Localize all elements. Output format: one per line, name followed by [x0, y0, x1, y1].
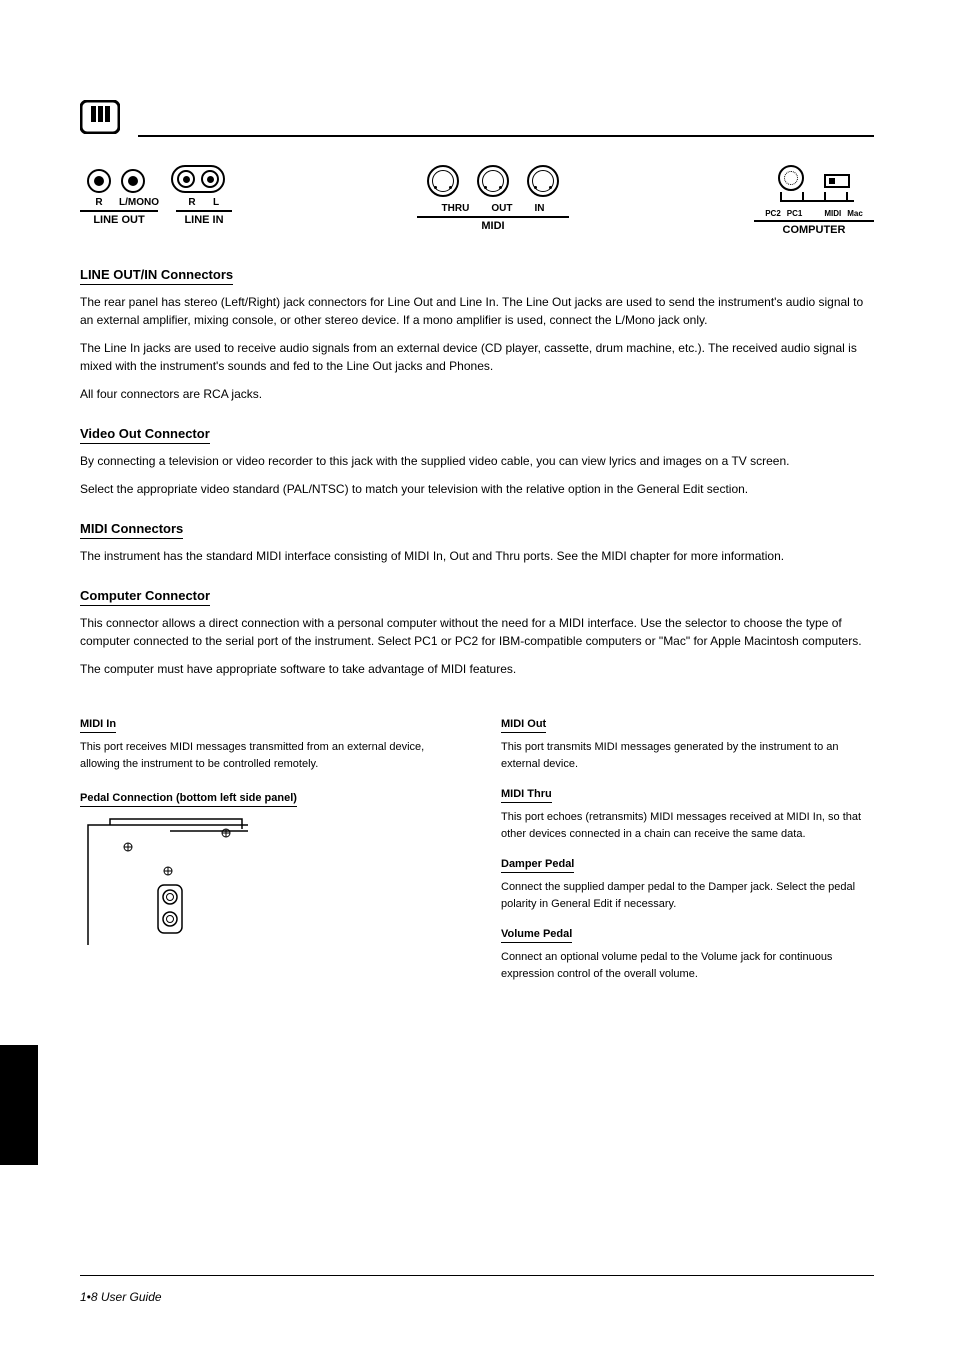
midi-jacks-diagram: THRU OUT IN MIDI: [417, 165, 569, 236]
line-out-label: LINE OUT: [80, 210, 158, 226]
body-text: This port receives MIDI messages transmi…: [80, 739, 453, 772]
body-text: All four connectors are RCA jacks.: [80, 385, 874, 403]
section-heading: LINE OUT/IN Connectors: [80, 267, 233, 285]
section-heading: Computer Connector: [80, 588, 210, 606]
section-computer: Computer Connector This connector allows…: [80, 587, 874, 678]
jack-icon: [87, 169, 111, 193]
body-text: This port echoes (retransmits) MIDI mess…: [501, 809, 874, 842]
computer-group-label: COMPUTER: [754, 220, 874, 236]
page: R L/MONO R L LINE OUT LINE IN THRU OUT I…: [0, 0, 954, 1348]
section-heading: Video Out Connector: [80, 426, 210, 444]
body-text: The instrument has the standard MIDI int…: [80, 547, 874, 565]
body-text: The computer must have appropriate softw…: [80, 660, 874, 678]
body-text: Select the appropriate video standard (P…: [80, 480, 874, 498]
piano-icon: [80, 100, 120, 139]
body-text: By connecting a television or video reco…: [80, 452, 874, 470]
audio-jacks-diagram: R L/MONO R L LINE OUT LINE IN: [80, 165, 232, 236]
jack-labels: R L/MONO R L: [89, 197, 223, 208]
right-column: MIDI Out This port transmits MIDI messag…: [501, 702, 874, 982]
body-text: The Line In jacks are used to receive au…: [80, 339, 874, 375]
midi-group-label: MIDI: [417, 216, 569, 232]
mini-heading: MIDI Thru: [501, 788, 552, 803]
din-icon: [477, 165, 509, 197]
din-icon: [527, 165, 559, 197]
footer-rule: [80, 1275, 874, 1276]
page-footer: 1•8 User Guide: [80, 1290, 874, 1304]
jack-pair-icon: [171, 165, 225, 193]
switch-bracket: [762, 191, 866, 209]
jack-icon: [121, 169, 145, 193]
mini-heading: Volume Pedal: [501, 928, 572, 943]
midi-labels: THRU OUT IN: [442, 203, 545, 214]
mini-heading: MIDI Out: [501, 718, 546, 733]
mini-din-icon: [778, 165, 804, 191]
body-text: This port transmits MIDI messages genera…: [501, 739, 874, 772]
body-text: This connector allows a direct connectio…: [80, 614, 874, 650]
selector-switch-icon: [824, 174, 850, 188]
switch-labels: PC2 PC1 MIDI Mac: [765, 209, 863, 218]
line-in-label: LINE IN: [176, 210, 232, 226]
section-heading: MIDI Connectors: [80, 521, 183, 539]
body-text: Connect the supplied damper pedal to the…: [501, 879, 874, 912]
header-rule: [138, 135, 874, 137]
sub-columns: MIDI In This port receives MIDI messages…: [80, 702, 874, 982]
body-text: Connect an optional volume pedal to the …: [501, 949, 874, 982]
pedal-panel-diagram: [80, 817, 453, 952]
footer-left: 1•8 User Guide: [80, 1290, 162, 1304]
margin-tab: [0, 1045, 38, 1165]
section-line: LINE OUT/IN Connectors The rear panel ha…: [80, 266, 874, 403]
mini-heading: MIDI In: [80, 718, 116, 733]
section-midi: MIDI Connectors The instrument has the s…: [80, 520, 874, 565]
mini-heading: Pedal Connection (bottom left side panel…: [80, 792, 297, 807]
section-video: Video Out Connector By connecting a tele…: [80, 425, 874, 498]
connectors-row: R L/MONO R L LINE OUT LINE IN THRU OUT I…: [80, 165, 874, 236]
page-header: [80, 100, 874, 139]
computer-port-diagram: PC2 PC1 MIDI Mac COMPUTER: [754, 165, 874, 236]
mini-heading: Damper Pedal: [501, 858, 574, 873]
left-column: MIDI In This port receives MIDI messages…: [80, 702, 453, 982]
body-text: The rear panel has stereo (Left/Right) j…: [80, 293, 874, 329]
din-icon: [427, 165, 459, 197]
